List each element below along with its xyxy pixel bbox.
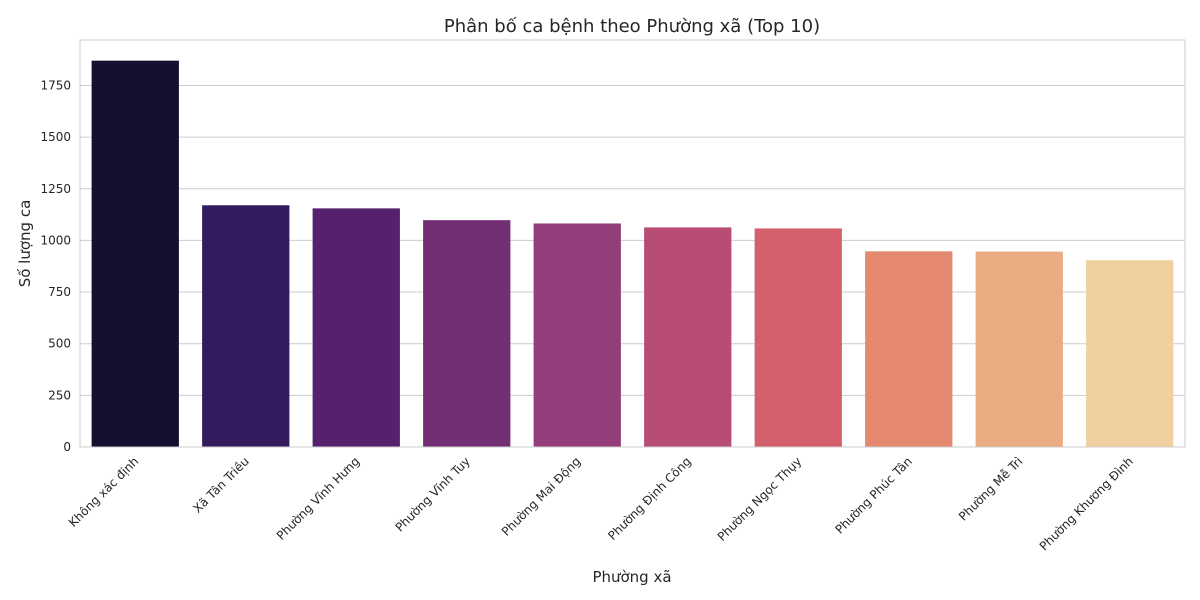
x-axis-label: Phường xã — [592, 568, 671, 586]
bar — [644, 227, 732, 447]
y-tick-label: 250 — [48, 388, 71, 402]
x-axis-ticks: Không xác định Xã Tân Triều Phường Vĩnh Hư… — [66, 454, 1136, 553]
x-tick-label: Phường Khương Đình — [1037, 454, 1136, 553]
chart-title: Phân bố ca bệnh theo Phường xã (Top 10) — [444, 16, 820, 37]
x-tick-label: Phường Vĩnh Tuy — [393, 454, 473, 534]
bar — [202, 205, 290, 447]
y-tick-label: 1000 — [40, 233, 71, 247]
plot-frame — [79, 39, 1186, 448]
y-tick-label: 1500 — [40, 130, 71, 144]
x-tick-label: Phường Phúc Tân — [832, 454, 914, 536]
bar — [312, 208, 400, 447]
bar — [754, 228, 842, 447]
bar — [975, 251, 1063, 447]
y-tick-label: 750 — [48, 285, 71, 299]
x-tick-label: Phường Mai Động — [499, 454, 584, 539]
y-tick-label: 0 — [63, 440, 71, 454]
y-tick-label: 1250 — [40, 182, 71, 196]
y-axis-ticks: 0 250 500 750 1000 1250 1500 1750 — [40, 78, 71, 454]
x-tick-label: Phường Vĩnh Hưng — [274, 454, 363, 543]
x-tick-label: Không xác định — [66, 454, 142, 530]
y-axis-label: Số lượng ca — [16, 200, 34, 288]
x-tick-label: Xã Tân Triều — [190, 454, 251, 515]
x-tick-label: Phường Ngọc Thụy — [715, 454, 805, 544]
bar — [91, 60, 179, 447]
bar — [533, 223, 621, 447]
bar — [865, 251, 953, 447]
x-tick-label: Phường Định Công — [605, 454, 694, 543]
bar — [1086, 260, 1174, 447]
bars — [91, 60, 1174, 447]
y-tick-label: 1750 — [40, 78, 71, 92]
x-tick-label: Phường Mễ Trì — [956, 454, 1025, 523]
y-tick-label: 500 — [48, 337, 71, 351]
bar — [423, 220, 511, 447]
